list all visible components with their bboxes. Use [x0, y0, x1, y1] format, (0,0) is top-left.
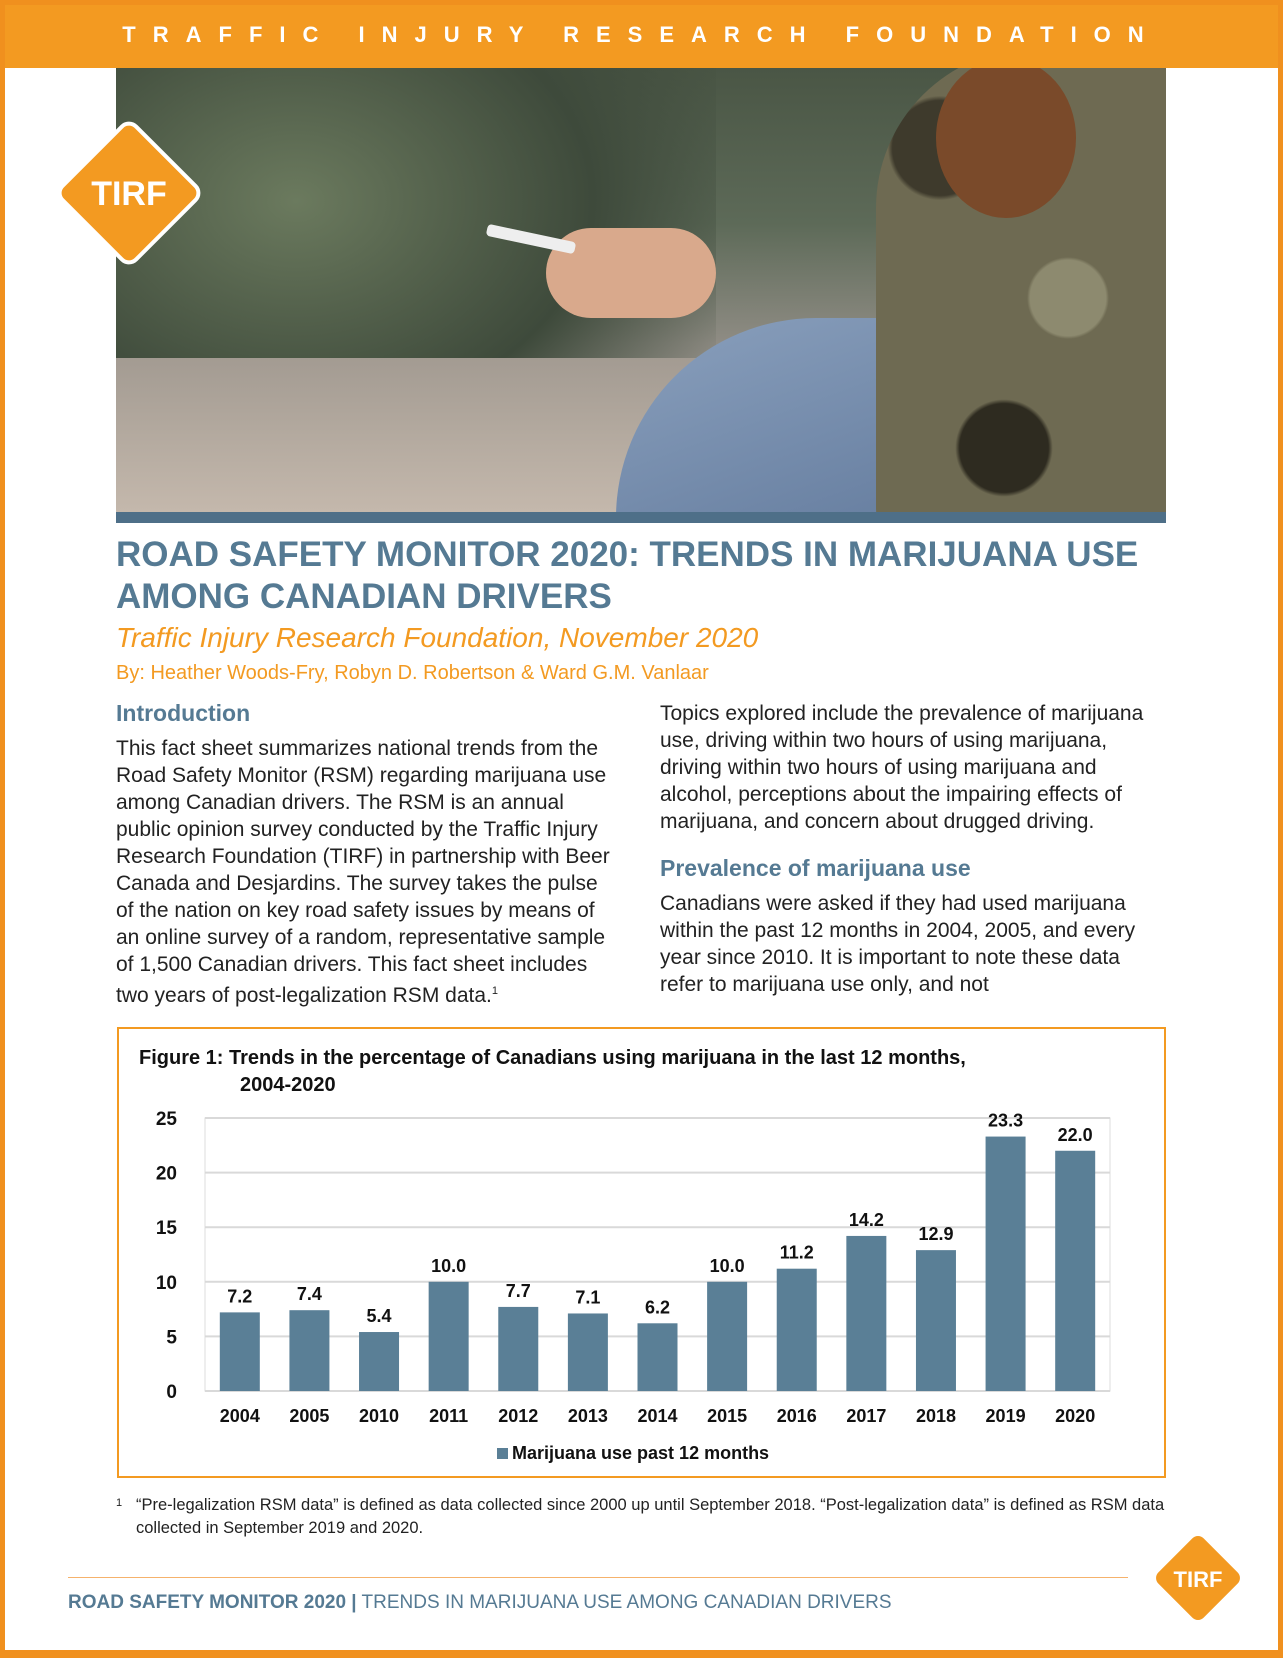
x-tick-label: 2011 — [429, 1406, 468, 1426]
data-label: 7.2 — [227, 1286, 252, 1306]
prevalence-heading: Prevalence of marijuana use — [660, 855, 971, 881]
x-tick-label: 2020 — [1055, 1406, 1095, 1426]
footnote: 1 “Pre-legalization RSM data” is defined … — [116, 1496, 1165, 1537]
org-name: TRAFFIC INJURY RESEARCH FOUNDATION — [122, 22, 1161, 47]
x-tick-label: 2013 — [568, 1406, 608, 1426]
data-label: 6.2 — [645, 1297, 670, 1317]
legend-label: Marijuana use past 12 months — [512, 1443, 769, 1463]
bar-2005 — [289, 1310, 330, 1391]
byline: By: Heather Woods-Fry, Robyn D. Robertso… — [116, 662, 709, 684]
data-label: 22.0 — [1058, 1125, 1093, 1145]
bar-2013 — [567, 1313, 608, 1391]
x-tick-label: 2004 — [220, 1406, 260, 1426]
intro-heading: Introduction — [116, 700, 251, 726]
x-tick-label: 2017 — [846, 1406, 886, 1426]
x-tick-label: 2015 — [707, 1406, 747, 1426]
x-tick-label: 2012 — [498, 1406, 538, 1426]
page-title: ROAD SAFETY MONITOR 2020: TRENDS IN MARI… — [116, 535, 1139, 616]
logo-text: TIRF — [91, 175, 167, 213]
data-label: 23.3 — [988, 1111, 1023, 1131]
intro-column: Introduction This fact sheet summarizes … — [116, 700, 616, 1009]
chart-title: Figure 1: Trends in the percentage of Ca… — [139, 1047, 966, 1096]
y-tick-label: 20 — [156, 1164, 177, 1185]
data-label: 7.1 — [575, 1287, 600, 1307]
x-tick-label: 2019 — [986, 1406, 1026, 1426]
data-label: 7.4 — [297, 1284, 322, 1304]
footnote-ref: 1 — [491, 985, 498, 997]
right-column: Topics explored include the prevalence o… — [660, 700, 1160, 998]
divider-bar — [116, 512, 1166, 523]
y-tick-label: 5 — [166, 1327, 177, 1348]
bar-2010 — [359, 1332, 400, 1391]
bar-2011 — [428, 1281, 469, 1391]
figure-1: Figure 1: Trends in the percentage of Ca… — [117, 1027, 1166, 1478]
x-tick-label: 2016 — [777, 1406, 817, 1426]
y-tick-label: 0 — [166, 1382, 177, 1403]
bar-2020 — [1055, 1150, 1096, 1391]
topics-text: Topics explored include the prevalence o… — [660, 702, 1144, 833]
data-label: 12.9 — [918, 1224, 953, 1244]
x-tick-label: 2018 — [916, 1406, 956, 1426]
y-tick-label: 10 — [156, 1273, 177, 1294]
bar-chart: 0 5 10 15 20 25 7.2 2004 7.4 2005 5.4 2010 10.0 2011 7… — [156, 1109, 1111, 1463]
bar-2018 — [915, 1250, 956, 1391]
data-label: 10.0 — [710, 1256, 745, 1276]
footer-divider — [68, 1577, 1128, 1578]
bar-2017 — [846, 1235, 887, 1391]
footer: ROAD SAFETY MONITOR 2020 | TRENDS IN MAR… — [68, 1592, 892, 1613]
x-tick-label: 2005 — [289, 1406, 329, 1426]
data-label: 11.2 — [780, 1243, 814, 1263]
bar-2004 — [219, 1312, 260, 1391]
bar-2019 — [985, 1136, 1026, 1391]
data-label: 7.7 — [506, 1281, 531, 1301]
x-tick-label: 2014 — [637, 1406, 677, 1426]
data-label: 5.4 — [367, 1306, 392, 1326]
y-tick-label: 15 — [156, 1218, 178, 1239]
bar-2015 — [707, 1281, 748, 1391]
header-bar: TRAFFIC INJURY RESEARCH FOUNDATION — [0, 0, 1283, 68]
bar-2016 — [776, 1268, 817, 1391]
data-label: 14.2 — [849, 1210, 884, 1230]
subtitle: Traffic Injury Research Foundation, Nove… — [116, 622, 759, 653]
bar-2012 — [498, 1306, 539, 1391]
data-label: 10.0 — [431, 1256, 466, 1276]
bar-2014 — [637, 1323, 678, 1391]
y-tick-label: 25 — [156, 1109, 178, 1130]
hero-photo — [116, 68, 1166, 512]
intro-text: This fact sheet summarizes national tren… — [116, 737, 610, 1007]
legend-swatch — [497, 1448, 508, 1459]
x-tick-label: 2010 — [359, 1406, 399, 1426]
prevalence-text: Canadians were asked if they had used ma… — [660, 892, 1136, 996]
